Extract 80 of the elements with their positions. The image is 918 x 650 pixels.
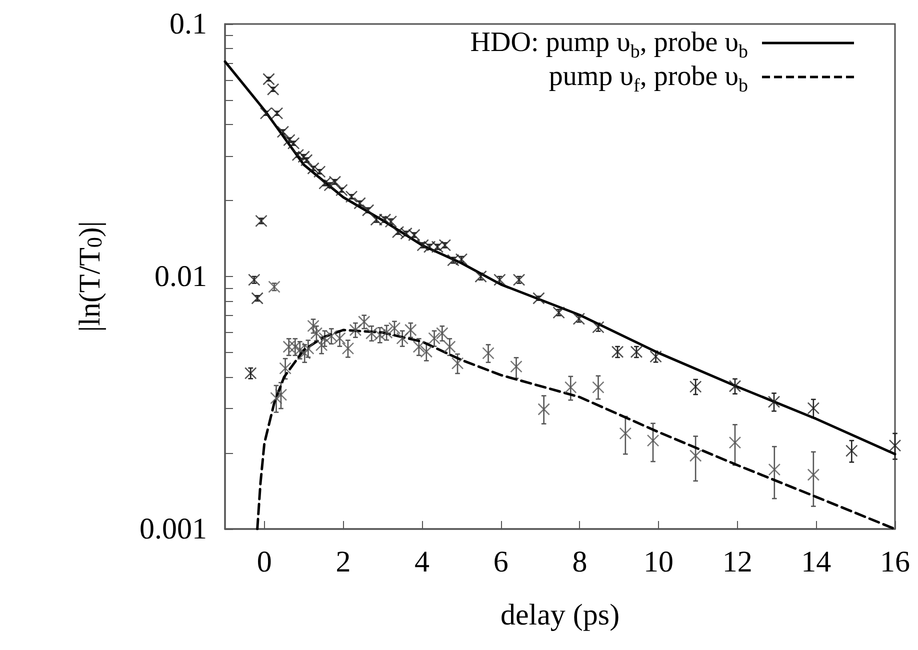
point <box>270 107 284 120</box>
point <box>384 215 398 228</box>
point <box>494 274 506 286</box>
point <box>324 179 336 192</box>
y-axis-title: |ln(T/T0)| <box>74 221 106 332</box>
point <box>268 280 280 293</box>
point <box>650 350 662 363</box>
x-tick-label: 10 <box>644 546 674 578</box>
point <box>318 177 331 190</box>
x-tick-label: 8 <box>572 546 588 578</box>
point <box>611 346 624 358</box>
point <box>292 148 304 162</box>
point <box>431 240 444 254</box>
point <box>532 292 545 304</box>
x-tick-label: 12 <box>722 546 752 578</box>
point <box>689 380 702 393</box>
x-tick-label: 0 <box>256 546 272 578</box>
x-axis-title: delay (ps) <box>500 598 620 632</box>
point <box>592 321 604 334</box>
point <box>512 274 526 286</box>
legend-label: pump υ$_{f}$, probe υ$_{b}$ <box>548 60 748 97</box>
point <box>244 367 257 380</box>
point <box>404 324 417 336</box>
point <box>728 380 742 392</box>
point <box>388 322 401 334</box>
x-tick-label: 2 <box>336 546 351 578</box>
point <box>482 347 494 360</box>
point <box>336 184 348 196</box>
point <box>349 324 362 336</box>
point <box>451 357 464 370</box>
point <box>728 436 742 449</box>
point <box>276 126 290 138</box>
x-tick-label: 14 <box>801 546 832 578</box>
point <box>807 402 820 414</box>
point <box>260 107 272 120</box>
point <box>510 360 522 373</box>
point <box>646 434 660 447</box>
x-tick-label: 6 <box>493 546 508 578</box>
x-tick-label: 4 <box>414 546 430 578</box>
point <box>279 362 292 374</box>
point <box>262 72 275 86</box>
point <box>412 340 426 353</box>
x-tick-label: 16 <box>880 546 910 578</box>
line-series <box>256 328 896 530</box>
point <box>572 312 586 325</box>
point <box>251 292 264 304</box>
point <box>313 166 326 178</box>
point <box>619 427 632 440</box>
point <box>298 150 310 163</box>
point <box>438 239 452 252</box>
y-tick-label: 0.001 <box>140 512 207 546</box>
point <box>283 134 296 146</box>
point <box>423 240 436 254</box>
point <box>287 137 300 150</box>
point <box>845 444 858 457</box>
point <box>538 403 550 416</box>
point <box>630 346 643 358</box>
point <box>282 340 295 353</box>
point <box>768 463 781 476</box>
point <box>689 450 702 462</box>
legend-label: HDO: pump υ$_{b}$, probe υ$_{b}$ <box>470 26 748 63</box>
point <box>342 342 354 355</box>
point <box>564 381 577 394</box>
point <box>768 396 780 408</box>
point <box>380 326 393 339</box>
y-tick-label: 0.01 <box>154 260 207 293</box>
point <box>274 388 288 401</box>
point <box>888 439 902 452</box>
point <box>307 320 320 332</box>
point <box>248 274 260 286</box>
point <box>289 340 302 353</box>
point <box>807 468 820 481</box>
y-tick-label: 0.1 <box>170 8 207 40</box>
point <box>474 270 487 283</box>
point <box>552 306 565 319</box>
point <box>396 332 409 344</box>
point <box>270 392 282 404</box>
point <box>592 381 604 394</box>
point <box>255 214 268 228</box>
point <box>447 254 460 266</box>
